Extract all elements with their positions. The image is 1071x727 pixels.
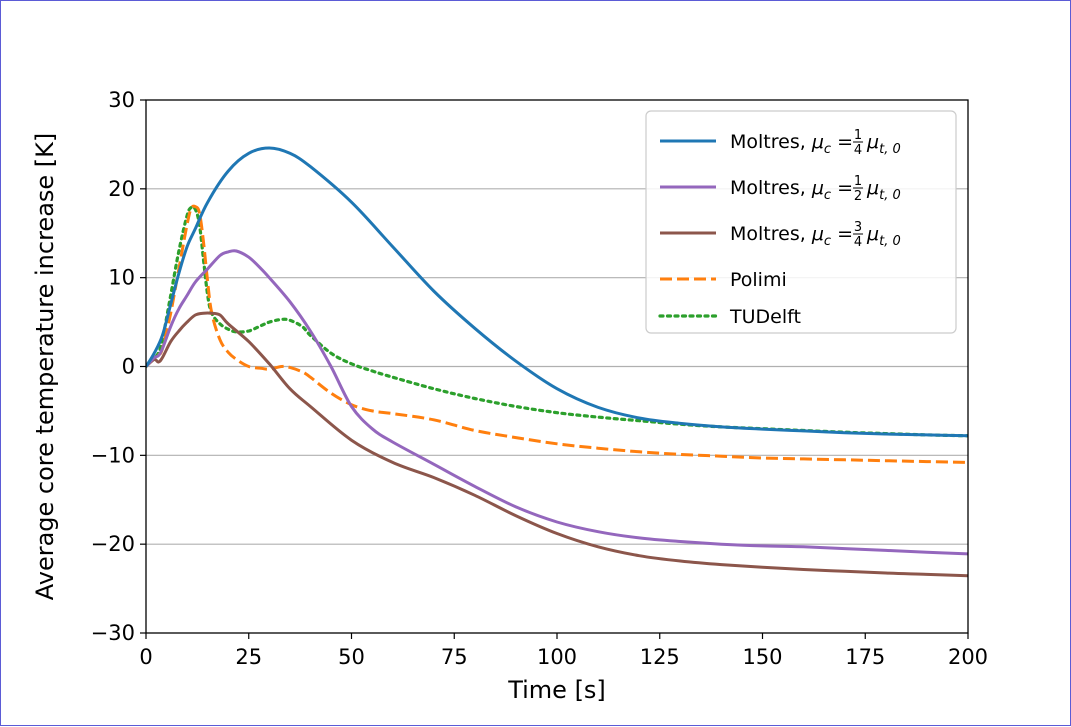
x-tick-label: 75 [441, 645, 468, 669]
x-tick-label: 0 [139, 645, 152, 669]
legend-entry-3: Moltres, μc = [730, 223, 853, 249]
y-tick-label: −10 [91, 443, 135, 467]
x-tick-label: 200 [948, 645, 988, 669]
legend-entry-5: TUDelft [729, 306, 801, 328]
legend-entry-mu-term: μt, 0 [866, 177, 901, 203]
series-line-1 [146, 146, 968, 438]
legend-entry-4: Polimi [730, 269, 787, 291]
legend-frac-num: 1 [854, 128, 862, 143]
series-line-2 [146, 249, 968, 556]
legend-frac-den: 4 [854, 235, 862, 250]
y-tick-label: −30 [91, 621, 135, 645]
legend-frac-den: 2 [854, 189, 862, 204]
legend-frac-num: 3 [854, 220, 862, 235]
legend-frac-den: 4 [854, 143, 862, 158]
y-tick-label: 20 [108, 177, 135, 201]
legend-entry-2: Moltres, μc = [730, 177, 853, 203]
x-tick-label: 50 [338, 645, 365, 669]
x-tick-label: 25 [235, 645, 262, 669]
series-line-4 [146, 204, 968, 464]
y-tick-label: −20 [91, 532, 135, 556]
series-lines [146, 146, 968, 578]
x-axis-label: Time [s] [507, 676, 606, 704]
legend-entry-mu-term: μt, 0 [866, 131, 901, 157]
x-tick-label: 100 [537, 645, 577, 669]
legend-box [645, 110, 957, 334]
legend-entry-1: Moltres, μc = [730, 131, 853, 157]
y-axis-label: Average core temperature increase [K] [31, 133, 59, 601]
x-tick-label: 175 [845, 645, 885, 669]
y-tick-label: 30 [108, 88, 135, 112]
x-tick-label: 125 [640, 645, 680, 669]
x-tick-label: 150 [742, 645, 782, 669]
legend-entry-mu-term: μt, 0 [866, 223, 901, 249]
series-line-3 [146, 311, 968, 578]
y-tick-label: 0 [122, 355, 135, 379]
legend-frac-num: 1 [854, 174, 862, 189]
y-tick-label: 10 [108, 266, 135, 290]
